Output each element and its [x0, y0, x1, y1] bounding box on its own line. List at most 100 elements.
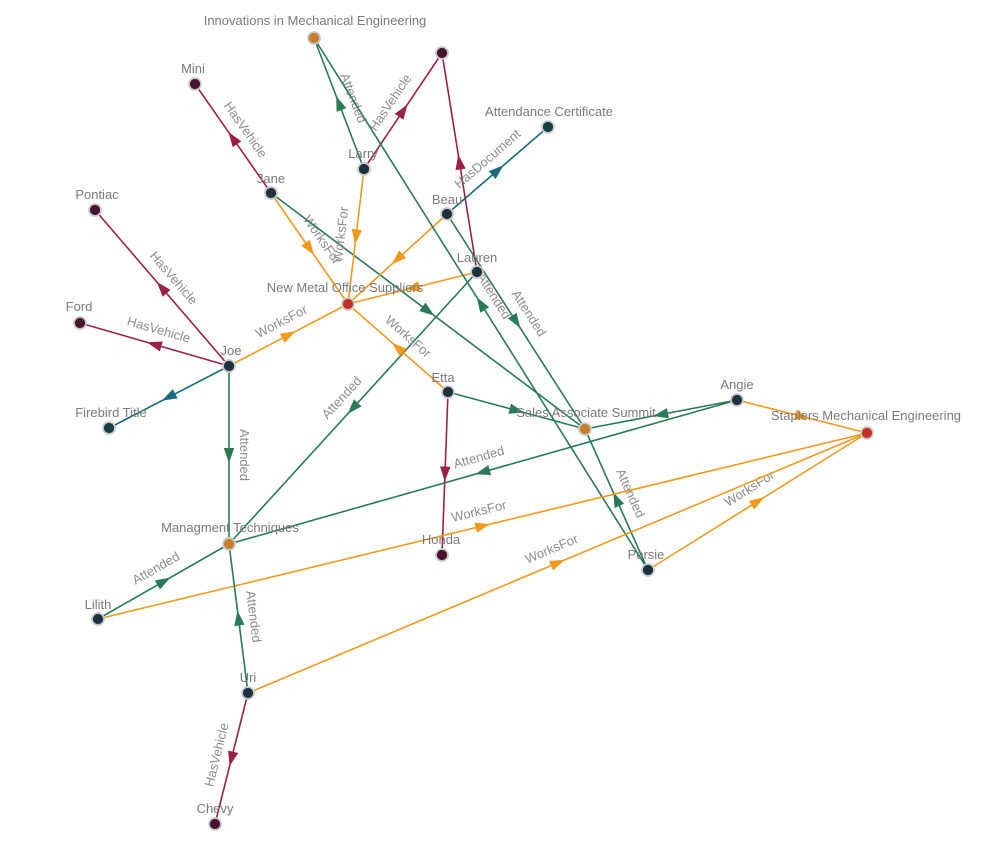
edge-arrowhead [474, 522, 491, 533]
edge-label-attended: Attended [337, 71, 370, 125]
node-circle-person[interactable] [470, 265, 484, 279]
edge-arrowhead [549, 559, 565, 571]
edge-arrowhead [279, 331, 296, 343]
node-label: Ford [66, 299, 93, 314]
edge-arrowhead [394, 104, 408, 120]
graph-node-joe: Joe [221, 343, 242, 373]
edge-arrowhead [508, 403, 525, 414]
node-circle-vehicle[interactable] [435, 548, 449, 562]
edge-label-hasvehicle: HasVehicle [366, 71, 415, 133]
graph-node-angie: Angie [720, 377, 754, 407]
graph-edge-persie-WorksFor-staplers: WorksFor [647, 432, 868, 571]
graph-edge-angie-Attended-sas [584, 399, 738, 430]
node-circle-person[interactable] [441, 385, 455, 399]
node-label: Honda [422, 532, 461, 547]
node-label: Attendance Certificate [485, 104, 613, 119]
graph-node-etta: Etta [431, 370, 455, 399]
node-label: Joe [221, 343, 242, 358]
graph-edge-joe-Attended-mt: Attended [223, 366, 252, 544]
node-circle-vehicle[interactable] [188, 77, 202, 91]
graph-node-attendance_certificate: Attendance Certificate [485, 104, 613, 134]
edge-label-hasvehicle: HasVehicle [125, 313, 192, 345]
edge-arrowhead [234, 610, 245, 627]
edge-label-worksfor: WorksFor [450, 497, 509, 525]
edge-arrowhead [475, 465, 492, 476]
node-circle-person[interactable] [440, 207, 454, 221]
node-label: Angie [720, 377, 753, 392]
edge-arrowhead [507, 312, 521, 329]
node-label: Staplers Mechanical Engineering [771, 408, 961, 423]
edge-arrowhead [154, 577, 171, 590]
graph-edge-lilith-Attended-mt: Attended [97, 543, 230, 620]
node-circle-vehicle[interactable] [435, 46, 449, 60]
graph-edge-lauren-HasVehicle-top_vehicle [441, 52, 478, 273]
node-label: Persie [628, 547, 665, 562]
node-label: Chevy [197, 801, 234, 816]
node-label: Beau [432, 192, 462, 207]
node-label: Jane [257, 171, 285, 186]
edge-arrowhead [391, 342, 407, 357]
node-label: Lauren [457, 250, 497, 265]
node-circle-vehicle[interactable] [208, 817, 222, 831]
edge-arrowhead [748, 497, 765, 510]
graph-node-firebird: Firebird Title [75, 405, 147, 435]
graph-edge-angie-Attended-mt: Attended [228, 399, 738, 545]
graph-node-persie: Persie [628, 547, 665, 577]
node-label: Innovations in Mechanical Engineering [204, 13, 427, 28]
edge-arrowhead [161, 389, 178, 401]
graph-node-pontiac: Pontiac [75, 187, 119, 217]
node-label: Larry [348, 146, 378, 161]
edge-arrowhead [351, 228, 362, 245]
graph-node-lauren: Lauren [457, 250, 497, 279]
edge-label-hasdocument: HasDocument [451, 126, 524, 191]
edge-label-attended: Attended [318, 373, 364, 422]
node-circle-person[interactable] [241, 686, 255, 700]
graph-node-mt: Managment Techniques [161, 520, 299, 551]
edge-arrowhead [347, 399, 362, 414]
node-circle-person[interactable] [641, 563, 655, 577]
node-circle-vehicle[interactable] [88, 203, 102, 217]
node-circle-company[interactable] [860, 426, 874, 440]
graph-node-top_vehicle [435, 46, 449, 60]
graph-edge-jane-Attended-sas [270, 192, 586, 430]
node-circle-event[interactable] [307, 31, 321, 45]
edge-arrowhead [228, 750, 239, 767]
edges-layer: HasVehicleWorksForAttendedHasVehicleWork… [79, 37, 868, 825]
graph-node-larry: Larry [348, 146, 378, 176]
node-circle-document[interactable] [541, 120, 555, 134]
edge-arrowhead [301, 239, 315, 256]
edge-label-worksfor: WorksFor [382, 312, 435, 361]
graph-node-nmos: New Metal Office Suppliers [267, 280, 424, 311]
graph-node-ford: Ford [66, 299, 93, 330]
graph-edge-lauren-WorksFor-nmos [347, 271, 478, 305]
edge-arrowhead [476, 297, 490, 313]
node-circle-person[interactable] [222, 359, 236, 373]
graph-edge-angie-WorksFor-staplers [736, 399, 868, 434]
edge-label-attended: Attended [237, 429, 252, 481]
node-label: Etta [431, 370, 455, 385]
node-circle-vehicle[interactable] [73, 316, 87, 330]
node-circle-event[interactable] [578, 422, 592, 436]
graph-node-lilith: Lilith [85, 597, 111, 626]
node-circle-event[interactable] [222, 537, 236, 551]
graph-node-staplers: Staplers Mechanical Engineering [771, 408, 961, 440]
edge-arrowhead [404, 281, 421, 292]
node-circle-person[interactable] [91, 612, 105, 626]
node-circle-person[interactable] [264, 186, 278, 200]
graph-node-beau: Beau [432, 192, 462, 221]
edge-label-hasvehicle: HasVehicle [221, 99, 271, 161]
node-circle-document[interactable] [102, 421, 116, 435]
edge-arrowhead [336, 96, 347, 112]
node-label: Mini [181, 61, 205, 76]
node-circle-person[interactable] [357, 162, 371, 176]
node-circle-person[interactable] [730, 393, 744, 407]
graph-edge-beau-WorksFor-nmos [347, 213, 448, 305]
edge-arrowhead [391, 250, 407, 265]
node-label: Sales Associate Summit [516, 405, 656, 420]
node-label: Firebird Title [75, 405, 147, 420]
edge-arrowhead [455, 154, 466, 171]
node-circle-company[interactable] [341, 297, 355, 311]
graph-node-mini: Mini [181, 61, 205, 91]
node-label: New Metal Office Suppliers [267, 280, 424, 295]
edge-label-worksfor: WorksFor [330, 205, 352, 263]
